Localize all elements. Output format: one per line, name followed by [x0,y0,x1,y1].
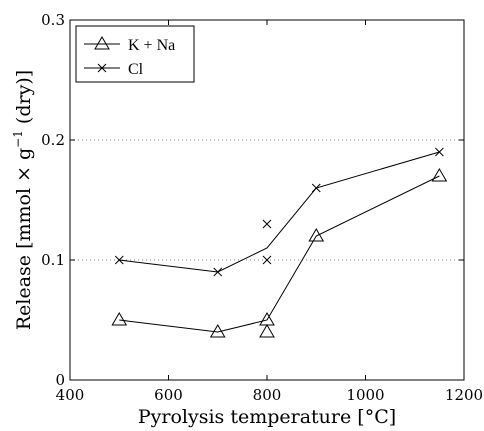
y-axis-label-main: Release [mmol × g [13,148,35,330]
data-point-x [213,267,223,277]
legend-label-cl: Cl [128,61,144,78]
data-point-triangle [259,312,275,326]
legend-box [75,25,195,83]
x-tick-label: 1200 [445,386,483,404]
x-tick-label: 400 [56,386,85,404]
legend-marker-triangle [94,36,110,50]
data-point-x [262,219,272,229]
legend-marker-x [97,63,107,73]
data-point-triangle [431,168,448,182]
y-tick-label: 0.1 [41,251,65,269]
y-axis-label: Release [mmol × g−1 (dry)] [11,70,35,330]
legend-label-k-na: K + Na [128,37,175,54]
data-point-x [311,183,321,193]
y-tick-label: 0 [55,371,65,389]
gridlines [70,139,464,261]
data-point-x [262,255,272,265]
series-line-k-na [119,175,440,333]
x-tick-label: 1000 [346,386,384,404]
y-tick-label: 0.3 [41,11,65,29]
data-point-x [114,255,124,265]
legend: K + Na Cl [75,25,195,83]
series-line-cl [119,151,440,273]
data-point-x [435,147,444,157]
y-axis-label-tail: (dry)] [13,70,35,130]
series-layer [111,147,448,338]
data-point-triangle [111,312,128,326]
data-point-triangle [209,324,226,338]
y-tick-label: 0.2 [41,131,65,149]
x-axis-label: Pyrolysis temperature [°C] [138,406,396,428]
data-point-triangle [259,324,275,338]
x-tick-label: 600 [154,386,183,404]
y-axis-label-exponent: −1 [11,130,25,148]
x-tick-label: 800 [253,386,282,404]
data-point-triangle [308,228,325,242]
axis-ticks: 0 0.1 0.2 0.3 400 600 800 1000 1200 [41,11,483,404]
